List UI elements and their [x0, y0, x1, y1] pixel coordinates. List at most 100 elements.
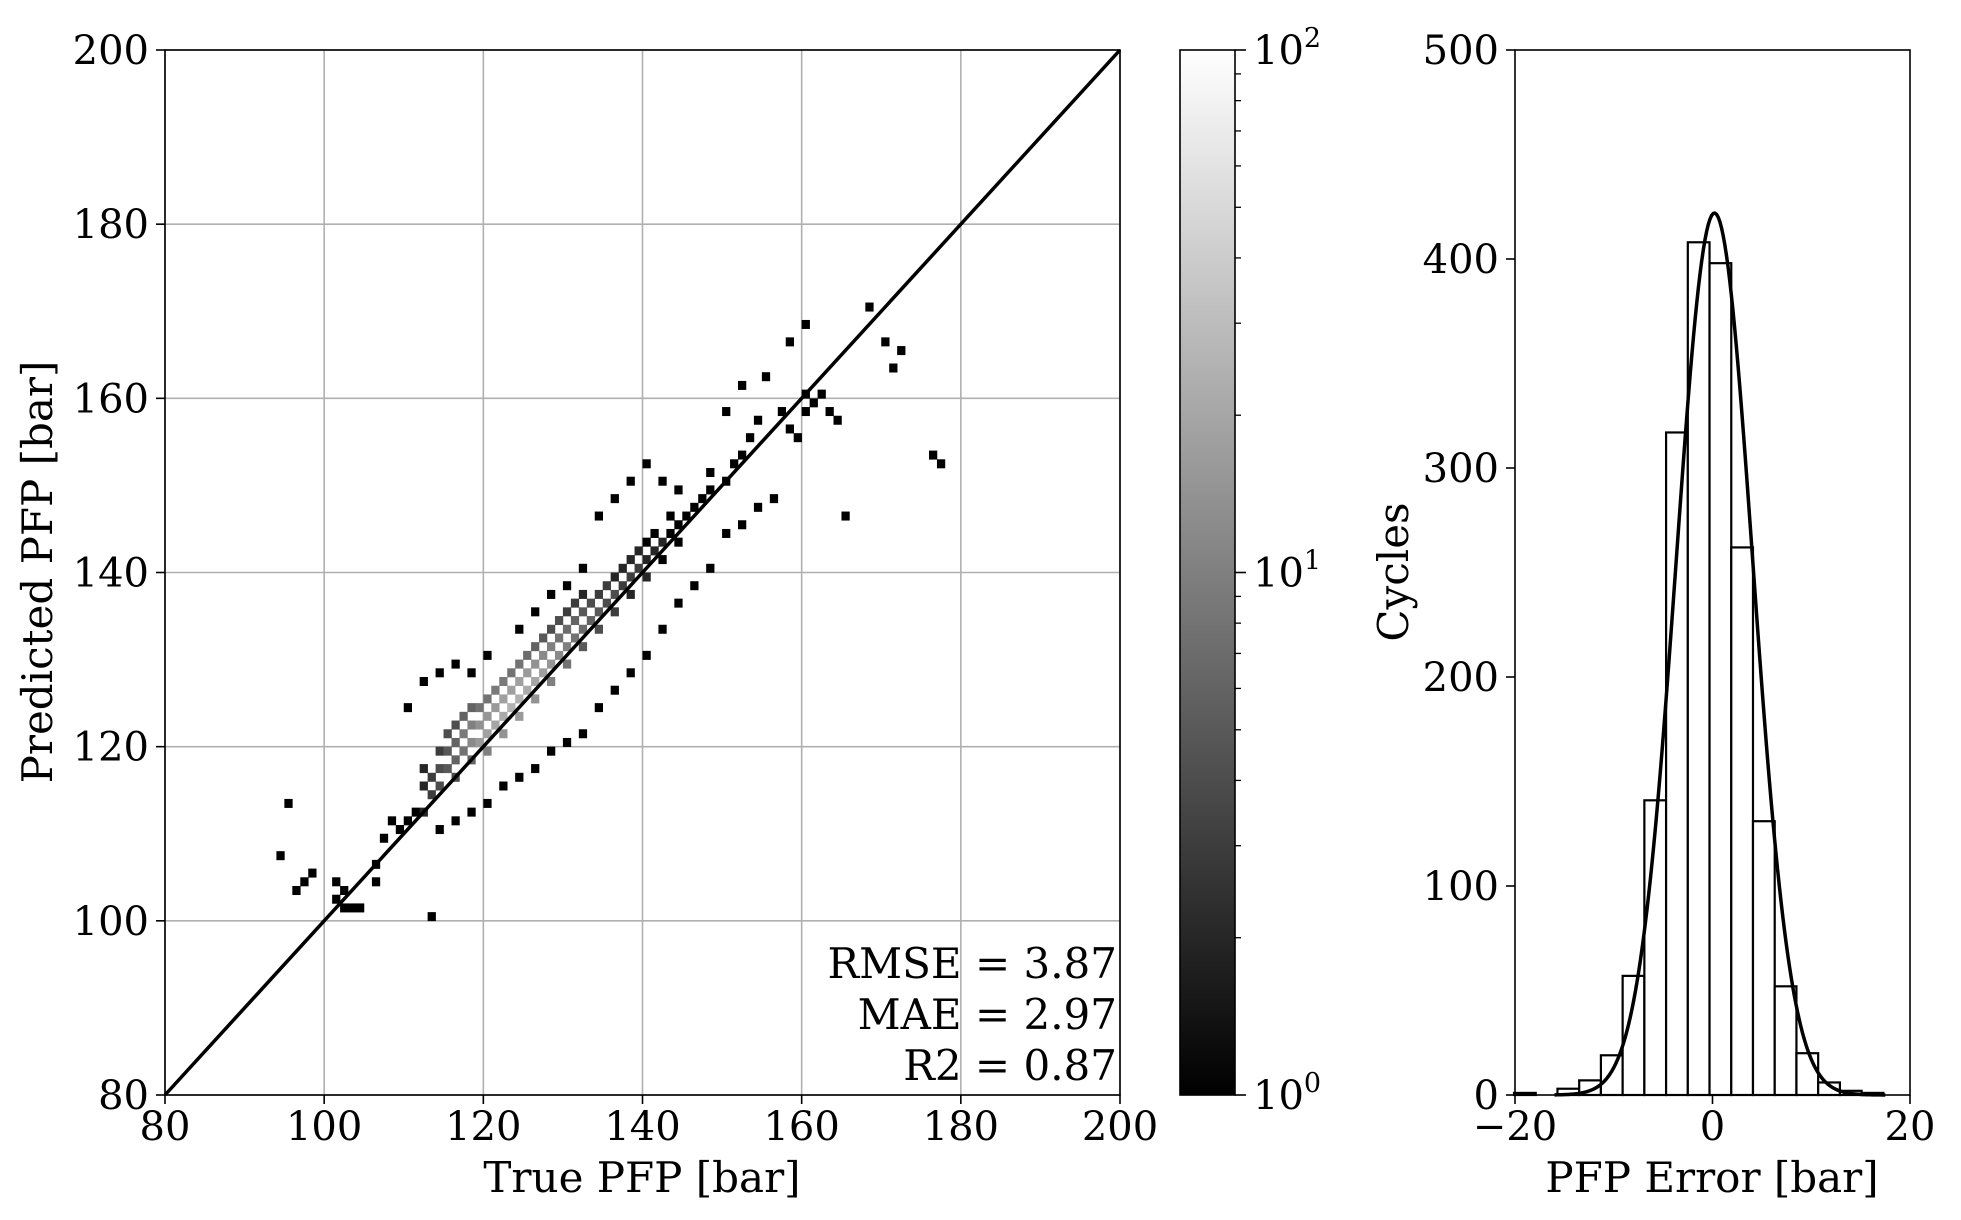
density-cell: [531, 694, 540, 704]
density-cell: [483, 798, 492, 808]
density-cell: [634, 546, 643, 556]
density-cell: [769, 494, 779, 504]
density-cell: [594, 703, 604, 713]
density-cell: [594, 511, 604, 521]
density-cell: [610, 494, 619, 504]
density-cell: [610, 685, 619, 695]
density-cell: [562, 659, 572, 669]
density-cell: [531, 607, 540, 617]
density-cell: [523, 685, 532, 695]
density-cell: [539, 668, 548, 678]
density-cell: [515, 694, 524, 704]
density-cell: [801, 319, 810, 329]
scatter-x-tick-label: 140: [604, 1104, 680, 1150]
density-cell: [523, 650, 532, 660]
density-cell: [523, 668, 532, 678]
density-cell: [594, 624, 604, 634]
histogram-y-tick-label: 100: [1423, 864, 1499, 910]
density-cell: [395, 825, 405, 835]
density-cell: [929, 450, 938, 460]
histogram-bar: [1751, 820, 1776, 1097]
density-cell: [419, 764, 428, 774]
density-cell: [706, 485, 715, 495]
density-cell: [483, 694, 492, 704]
histogram-bar: [1795, 1052, 1820, 1097]
density-cell: [547, 677, 556, 687]
density-cell: [491, 685, 500, 695]
density-cell: [515, 677, 524, 687]
density-cell: [443, 729, 452, 739]
density-cell: [403, 816, 413, 826]
density-cell: [674, 537, 683, 547]
density-cell: [658, 476, 667, 486]
density-cell: [865, 302, 874, 312]
density-cell: [658, 624, 667, 634]
density-cell: [475, 737, 484, 747]
density-cell: [690, 581, 699, 591]
histogram-y-tick-label: 400: [1423, 237, 1499, 283]
density-cell: [936, 459, 946, 469]
density-cell: [610, 607, 619, 617]
rmse-annotation: RMSE = 3.87: [828, 939, 1117, 988]
density-cell: [658, 555, 667, 565]
density-cell: [483, 746, 492, 756]
density-cell: [332, 894, 341, 904]
scatter-y-tick-label: 180: [73, 202, 149, 248]
density-cell: [547, 659, 556, 669]
density-cell: [698, 494, 707, 504]
density-cell: [578, 642, 588, 652]
density-cell: [642, 555, 651, 565]
colorbar-tick-exponent: 0: [1304, 1068, 1321, 1099]
density-cell: [348, 903, 357, 913]
density-cell: [459, 711, 468, 721]
density-cell: [475, 720, 484, 730]
density-cell: [562, 607, 572, 617]
colorbar-tick-base: 10: [1253, 551, 1304, 597]
density-cell: [881, 337, 890, 347]
mae-annotation: MAE = 2.97: [858, 990, 1117, 1039]
density-cell: [459, 729, 468, 739]
density-cell: [841, 511, 850, 521]
density-cell: [793, 433, 802, 443]
density-cell: [483, 729, 492, 739]
density-cell: [610, 589, 619, 599]
density-cell: [483, 650, 492, 660]
histogram-x-tick-label: −20: [1473, 1104, 1557, 1150]
density-cell: [435, 825, 444, 835]
density-cell: [578, 624, 588, 634]
density-cell: [618, 563, 627, 573]
histogram-x-tick-label: 20: [1885, 1104, 1936, 1150]
density-cell: [387, 816, 397, 826]
density-cell: [554, 633, 564, 643]
density-cell: [618, 581, 627, 591]
density-cell: [491, 703, 500, 713]
density-cell: [562, 642, 572, 652]
density-cell: [562, 581, 572, 591]
density-cell: [451, 720, 460, 730]
colorbar-tick-label: 100: [1253, 1068, 1321, 1119]
density-cell: [531, 764, 540, 774]
density-cell: [610, 572, 619, 582]
density-cell: [539, 650, 548, 660]
density-cell: [539, 633, 548, 643]
density-cell: [356, 903, 365, 913]
density-cell: [435, 668, 444, 678]
density-cell: [443, 746, 452, 756]
scatter-y-tick-label: 160: [73, 376, 149, 422]
density-cell: [666, 528, 675, 538]
histogram-y-tick-label: 500: [1423, 28, 1499, 74]
scatter-y-ticks: 80 100 120 140 160 180 200: [73, 28, 165, 1119]
density-cell: [499, 711, 508, 721]
scatter-y-tick-label: 120: [73, 725, 149, 771]
scatter-y-tick-label: 140: [73, 551, 149, 597]
density-cell: [586, 598, 596, 608]
density-cell: [570, 598, 580, 608]
density-cell: [666, 511, 675, 521]
density-cell: [690, 502, 699, 512]
density-cell: [451, 659, 460, 669]
density-cell: [642, 459, 651, 469]
density-cell: [515, 711, 524, 721]
